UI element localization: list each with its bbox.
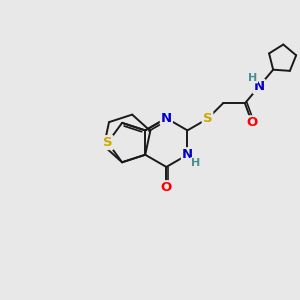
Text: S: S	[203, 112, 212, 125]
Text: N: N	[182, 148, 193, 161]
Text: H: H	[191, 158, 200, 168]
Text: O: O	[161, 181, 172, 194]
Text: H: H	[248, 73, 257, 82]
Text: S: S	[103, 136, 112, 149]
Text: N: N	[254, 80, 265, 93]
Text: N: N	[161, 112, 172, 125]
Text: O: O	[246, 116, 258, 129]
